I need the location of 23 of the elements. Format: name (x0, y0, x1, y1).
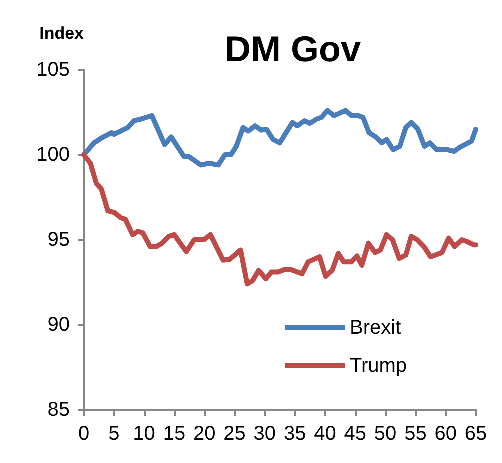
legend-label: Brexit (350, 317, 402, 339)
y-tick-label: 95 (48, 229, 70, 251)
x-tick-label: 10 (133, 423, 156, 445)
x-tick-label: 50 (374, 423, 397, 445)
x-tick-label: 55 (404, 423, 427, 445)
x-tick-label: 65 (464, 423, 488, 445)
x-tick-label: 25 (224, 423, 246, 445)
x-tick-label: 20 (193, 423, 216, 445)
x-tick-label: 5 (108, 423, 120, 445)
x-tick-label: 15 (163, 423, 186, 445)
x-tick-label: 30 (254, 423, 276, 445)
x-tick-label: 0 (78, 423, 90, 445)
x-tick-label: 45 (344, 423, 367, 445)
chart-title: DM Gov (224, 28, 362, 70)
x-tick-label: 60 (434, 423, 457, 445)
y-tick-label: 85 (48, 399, 70, 421)
legend-label: Trump (350, 355, 408, 377)
y-tick-label: 105 (36, 59, 70, 81)
x-tick-label: 40 (314, 423, 336, 445)
x-tick-label: 35 (284, 423, 306, 445)
y-tick-label: 90 (48, 314, 70, 336)
y-tick-label: 100 (36, 144, 70, 166)
y-axis-title: Index (40, 24, 85, 43)
